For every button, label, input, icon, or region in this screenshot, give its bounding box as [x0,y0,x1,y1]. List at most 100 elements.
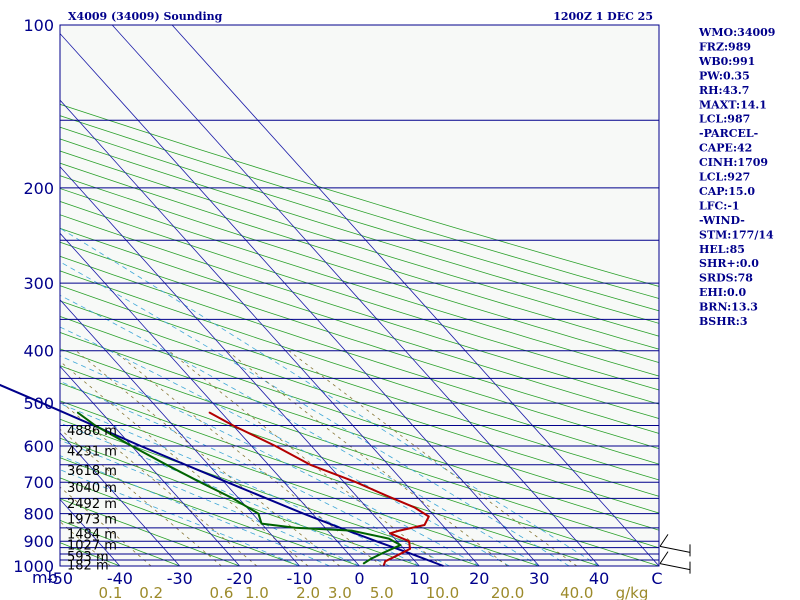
stat-line: -PARCEL- [699,127,758,140]
dewpoint-point [232,497,234,499]
temperature-point [208,411,210,413]
moist-adiabat [60,403,420,566]
pressure-tick-label: 200 [23,179,54,198]
dewpoint-point [388,538,390,540]
temperature-tick-label: -30 [167,569,193,588]
height-label: 1027 m [67,539,117,554]
height-label: 2492 m [67,497,117,512]
dewpoint-point [257,513,259,515]
parcel-point [41,402,43,404]
temperature-point [409,548,411,550]
temperature-line [208,411,430,567]
dewpoint-point [382,552,385,554]
valid-time: 1200Z 1 DEC 25 [553,10,653,23]
pressure-tick-label: 800 [23,505,54,524]
dewpoint-point [294,527,296,529]
mixing-ratio-unit: g/kg [616,584,649,600]
mixing-ratio-label: 0.2 [139,584,163,600]
parcel-point [140,445,142,447]
stat-line: LFC:-1 [699,199,740,212]
parcel-point [226,481,228,483]
plot-frame [59,24,660,567]
temperature-point [428,515,430,518]
stat-line: CINH:1709 [699,156,768,169]
temperature-point [385,494,387,496]
plot-background [60,25,659,566]
mixing-ratio-label: 5.0 [370,584,394,600]
stat-line: WB0:991 [698,55,755,68]
parcel-point [410,553,413,555]
stat-line: CAPE:42 [699,142,752,155]
temperature-tick-label: 20 [469,569,489,588]
stat-line: PW:0.35 [699,69,750,82]
station-title: X4009 (34009) Sounding [68,10,223,23]
stat-line: BSHR:3 [699,315,748,328]
stat-line: STM:177/14 [699,228,774,241]
temperature-tick-label: -50 [47,569,73,588]
dewpoint-point [76,411,79,413]
stat-line: FRZ:989 [699,40,751,53]
isotherm [60,299,300,566]
mixing-ratio-label: 10.0 [426,584,459,600]
isotherm [60,232,360,566]
isotherm [60,432,181,566]
dewpoint-point [94,424,96,427]
stat-line: HEL:85 [699,243,745,256]
temperature-tick-label: -20 [227,569,253,588]
wind-barb [659,534,691,557]
height-label: 4231 m [67,445,117,460]
stat-line: EHI:0.0 [699,286,746,299]
mixing-ratio-label: 40.0 [560,584,593,600]
mixing-ratio-label: 3.0 [328,584,352,600]
pressure-tick-label: 600 [23,437,54,456]
wind-barbs [659,534,691,574]
stat-line: RH:43.7 [699,84,749,97]
parcel-point [339,527,341,529]
moist-adiabat [60,422,390,566]
height-label: 1973 m [67,513,117,528]
pressure-axis-unit: mb [32,568,58,587]
parcel-point [375,540,377,542]
stat-line: WMO:34009 [698,26,775,39]
temperature-point [408,540,410,542]
temperature-tick-label: 40 [589,569,609,588]
parcel-point [302,513,304,515]
mixing-ratio-label: 1.0 [245,584,269,600]
isotherm [60,99,480,566]
isotherm [60,32,540,566]
temperature-point [423,524,426,526]
dewpoint-point [131,445,133,447]
temperature-tick-label: 0 [354,569,364,588]
stat-line: -WIND- [699,214,745,227]
temperature-point [397,554,399,556]
temperature-point [414,507,416,509]
pressure-tick-label: 400 [23,342,54,361]
isotherm [60,365,240,566]
temperature-tick-label: -10 [287,569,313,588]
stat-line: LCL:927 [699,171,750,184]
temperature-point [389,532,391,534]
mixing-ratio-label: 0.6 [210,584,234,600]
temperature-tick-label: 10 [409,569,429,588]
mixing-ratio-label: 20.0 [491,584,524,600]
stat-line: BRN:13.3 [699,301,758,314]
height-label: 4886 m [67,424,117,439]
pressure-tick-label: 300 [23,274,54,293]
stat-line: SHR+:0.0 [699,257,759,270]
temperature-unit: C [651,569,662,588]
isotherm [111,25,600,566]
dewpoint-point [199,481,201,483]
temperature-point [355,481,357,483]
mixing-ratio-label: 0.1 [99,584,123,600]
temperature-point [384,560,386,562]
dewpoint-point [400,544,402,546]
pressure-tick-label: 100 [23,16,54,35]
isotherm [171,25,659,566]
sounding-series [0,383,444,567]
temperature-point [309,464,311,466]
dewpoint-point [166,464,168,466]
stat-line: SRDS:78 [699,272,753,285]
mixing-ratio-label: 2.0 [296,584,320,600]
